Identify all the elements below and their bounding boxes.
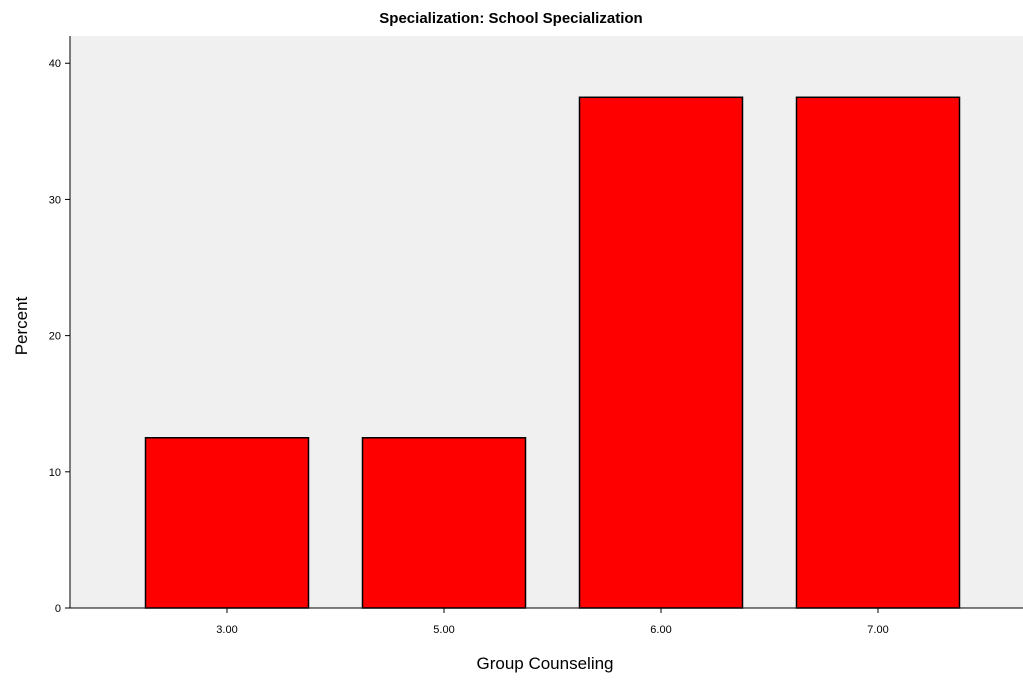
y-tick-label: 30 xyxy=(49,194,61,206)
bar-7.00 xyxy=(795,96,961,609)
y-axis-ticks: 0 10 20 30 40 xyxy=(49,58,70,615)
x-tick-label: 6.00 xyxy=(650,624,671,636)
bars-group xyxy=(144,96,961,609)
y-axis-label: Percent xyxy=(12,296,31,355)
y-tick-label: 20 xyxy=(49,331,61,343)
chart-title: Specialization: School Specialization xyxy=(379,10,642,27)
bar-5.00 xyxy=(361,437,527,609)
x-tick-label: 5.00 xyxy=(433,624,454,636)
bar-6.00 xyxy=(578,96,744,609)
x-tick-label: 3.00 xyxy=(216,624,237,636)
y-tick-label: 0 xyxy=(55,603,61,615)
y-tick-label: 40 xyxy=(49,58,61,70)
bar-3.00 xyxy=(144,437,310,609)
x-axis-ticks: 3.00 5.00 6.00 7.00 xyxy=(216,608,889,636)
y-tick-label: 10 xyxy=(49,467,61,479)
x-tick-label: 7.00 xyxy=(867,624,888,636)
x-axis-label: Group Counseling xyxy=(476,654,613,673)
